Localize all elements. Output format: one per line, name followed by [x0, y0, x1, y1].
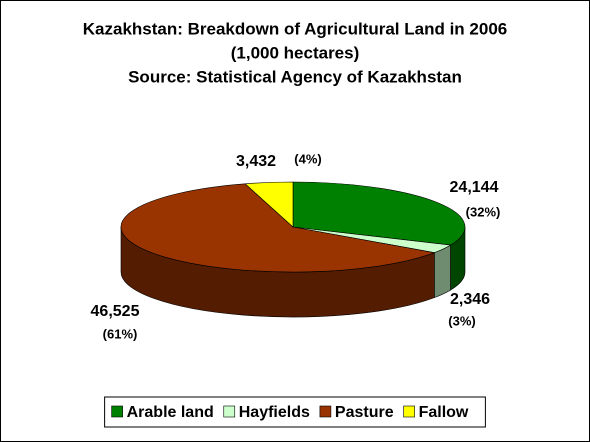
percent-label: (3%) [448, 313, 475, 328]
percent-label: (61%) [103, 326, 138, 341]
chart-subtitle: (1,000 hectares) [231, 43, 360, 62]
legend-label: Fallow [419, 404, 469, 421]
percent-label: (32%) [466, 204, 501, 219]
value-label: 46,525 [91, 303, 140, 320]
legend-box [104, 396, 486, 428]
slice-side [434, 244, 451, 299]
value-label: 3,432 [236, 153, 276, 170]
value-label: 2,346 [450, 291, 490, 308]
legend-swatch [319, 405, 332, 418]
legend-label: Hayfields [239, 404, 310, 421]
legend-swatch [223, 405, 236, 418]
legend: Arable land Hayfields Pasture Fallow [104, 396, 486, 428]
chart-source: Source: Statistical Agency of Kazakhstan [128, 67, 462, 86]
labels: 24,144 (32%) 2,346 (3%) 46,525 (61%) 3,432 (4%) [91, 151, 501, 341]
slice [120, 183, 436, 273]
legend-label: Arable land [127, 404, 214, 421]
slice [292, 181, 466, 246]
legend-label: Pasture [335, 404, 394, 421]
slice [244, 181, 294, 228]
pie-tops [120, 181, 466, 273]
value-label: 24,144 [450, 179, 499, 196]
legend-swatch [403, 405, 415, 418]
chart-title: Kazakhstan: Breakdown of Agricultural La… [83, 19, 507, 38]
percent-label: (4%) [294, 151, 321, 166]
legend-swatch [111, 405, 123, 418]
